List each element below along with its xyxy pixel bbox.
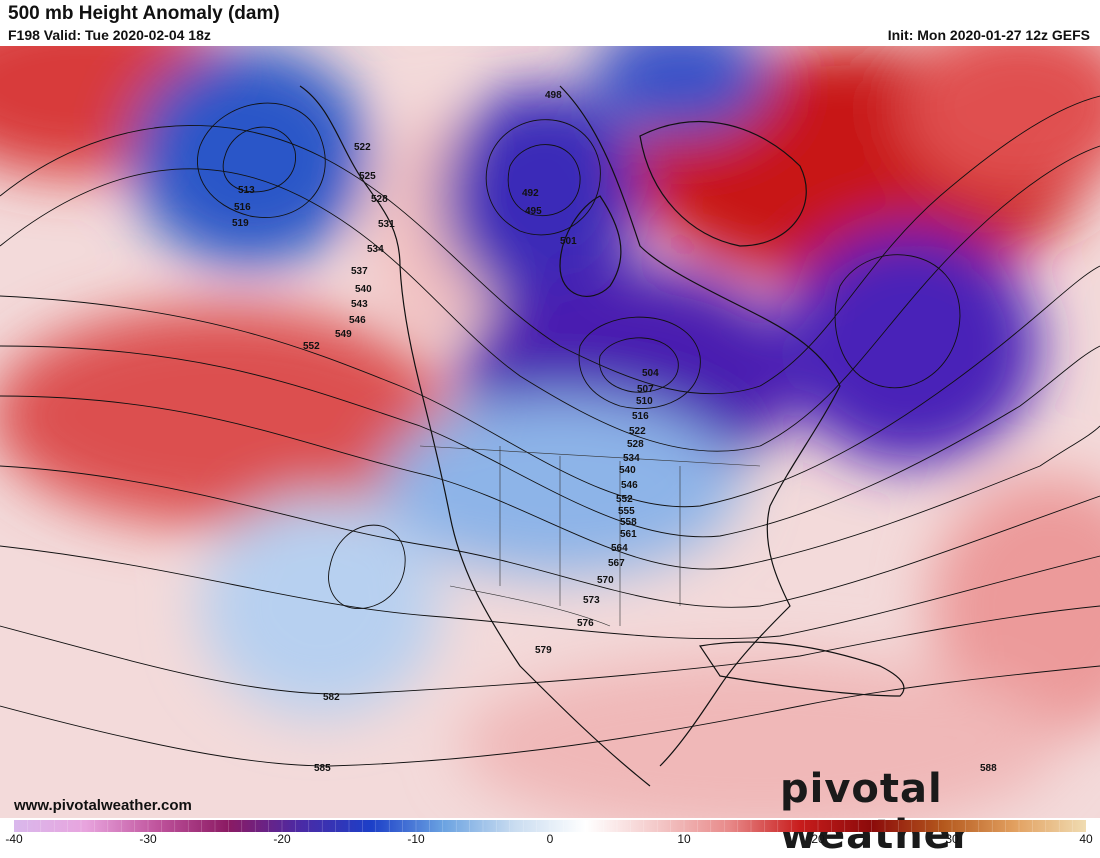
colorbar-tick-label: -30 xyxy=(139,832,157,846)
contour-label: 579 xyxy=(535,645,552,656)
contour-labels: 498 492 495 501 522 525 528 531 534 537 … xyxy=(232,90,997,774)
contour-label: 570 xyxy=(597,575,614,586)
colorbar-tick-label: 40 xyxy=(1079,832,1093,846)
init-time: Init: Mon 2020-01-27 12z GEFS xyxy=(887,27,1090,43)
contour-label: 501 xyxy=(560,236,577,247)
contour-label: 582 xyxy=(323,692,340,703)
contour-line xyxy=(0,145,1100,452)
caribbean-islands xyxy=(698,641,905,697)
contour-label: 510 xyxy=(636,396,653,407)
contour-label: 564 xyxy=(611,543,628,554)
colorbar-tick-label: 0 xyxy=(546,832,554,846)
contour-label: 546 xyxy=(621,480,638,491)
colorbar-tick-label: 20 xyxy=(811,832,825,846)
contour-label: 522 xyxy=(354,142,371,153)
trough-subtropical-pacific xyxy=(200,496,440,716)
contour-label: 549 xyxy=(335,329,352,340)
closed-low-contour xyxy=(328,524,406,609)
contour-label: 561 xyxy=(620,529,637,540)
coastlines xyxy=(299,85,905,787)
ridge-tropical-atlantic xyxy=(930,476,1100,736)
contour-label: 534 xyxy=(623,453,640,464)
hudson-bay xyxy=(559,195,622,297)
us-mexico-border xyxy=(449,585,611,627)
state-borders xyxy=(499,446,681,626)
contour-label: 498 xyxy=(545,90,562,101)
closed-low-contour xyxy=(507,144,581,217)
contour-label: 516 xyxy=(632,411,649,422)
trough-bering xyxy=(130,46,370,266)
contour-label: 540 xyxy=(355,284,372,295)
map-canvas: 498 492 495 501 522 525 528 531 534 537 … xyxy=(0,46,1100,818)
map-title: 500 mb Height Anomaly (dam) xyxy=(8,3,280,24)
ridge-caribbean xyxy=(460,656,1060,818)
contour-label: 543 xyxy=(351,299,368,310)
contour-line xyxy=(0,265,1100,508)
contour-label: 528 xyxy=(627,439,644,450)
contour-label: 552 xyxy=(616,494,633,505)
height-contours xyxy=(0,95,1100,767)
contour-line xyxy=(0,465,1100,608)
contour-line xyxy=(0,605,1100,695)
trough-arctic xyxy=(590,46,770,136)
contour-label: 519 xyxy=(232,218,249,229)
atlantic-coastline xyxy=(559,85,841,767)
contour-line xyxy=(0,395,1100,570)
valid-time: F198 Valid: Tue 2020-02-04 18z xyxy=(8,27,211,43)
contour-label: 537 xyxy=(351,266,368,277)
contour-label: 546 xyxy=(349,315,366,326)
closed-low-contour xyxy=(578,316,701,409)
closed-low-contour xyxy=(485,119,601,236)
website-link[interactable]: www.pivotalweather.com xyxy=(14,797,192,814)
contour-label: 513 xyxy=(238,185,255,196)
closed-low-contour xyxy=(197,102,326,218)
us-canada-border xyxy=(419,445,761,467)
contour-label: 528 xyxy=(371,194,388,205)
greenland-outline xyxy=(639,121,807,247)
contour-label: 588 xyxy=(980,763,997,774)
contour-label: 585 xyxy=(314,763,331,774)
closed-low-contour xyxy=(222,126,296,193)
contour-label: 492 xyxy=(522,188,539,199)
colorbar-tick-label: 10 xyxy=(677,832,691,846)
contour-label: 507 xyxy=(637,384,654,395)
contour-line xyxy=(0,665,1100,767)
map-header: 500 mb Height Anomaly (dam) F198 Valid: … xyxy=(0,0,1100,46)
closed-low-contour xyxy=(834,254,961,389)
ridge-east-pacific xyxy=(0,306,450,526)
contour-label: 576 xyxy=(577,618,594,629)
colorbar-tick-label: 30 xyxy=(945,832,959,846)
contour-label: 573 xyxy=(583,595,600,606)
colorbar-tick-label: -40 xyxy=(5,832,23,846)
colorbar-tick-label: -20 xyxy=(273,832,291,846)
contour-label: 534 xyxy=(367,244,384,255)
contour-line xyxy=(0,545,1100,640)
pacific-coastline xyxy=(299,85,651,787)
colorbar-ticks: -40 -30 -20 -10 0 10 20 30 40 xyxy=(0,832,1100,850)
contour-label: 558 xyxy=(620,517,637,528)
anomaly-fill xyxy=(0,46,1100,818)
trough-north-atlantic xyxy=(780,226,1040,466)
closed-low-contour xyxy=(599,337,679,393)
contour-label: 531 xyxy=(378,219,395,230)
contour-label: 516 xyxy=(234,202,251,213)
contour-label: 567 xyxy=(608,558,625,569)
contour-label: 525 xyxy=(359,171,376,182)
ridge-north-atlantic xyxy=(900,46,1100,196)
contour-label: 555 xyxy=(618,506,635,517)
contour-label: 552 xyxy=(303,341,320,352)
anomaly-map: 498 492 495 501 522 525 528 531 534 537 … xyxy=(0,46,1100,818)
contour-label: 522 xyxy=(629,426,646,437)
contour-label: 540 xyxy=(619,465,636,476)
contour-label: 495 xyxy=(525,206,542,217)
colorbar-tick-label: -10 xyxy=(407,832,425,846)
colorbar xyxy=(14,820,1086,832)
contour-label: 504 xyxy=(642,368,659,379)
colorbar-gradient xyxy=(14,820,1086,832)
political-borders xyxy=(419,445,761,627)
contour-line xyxy=(0,345,1100,538)
